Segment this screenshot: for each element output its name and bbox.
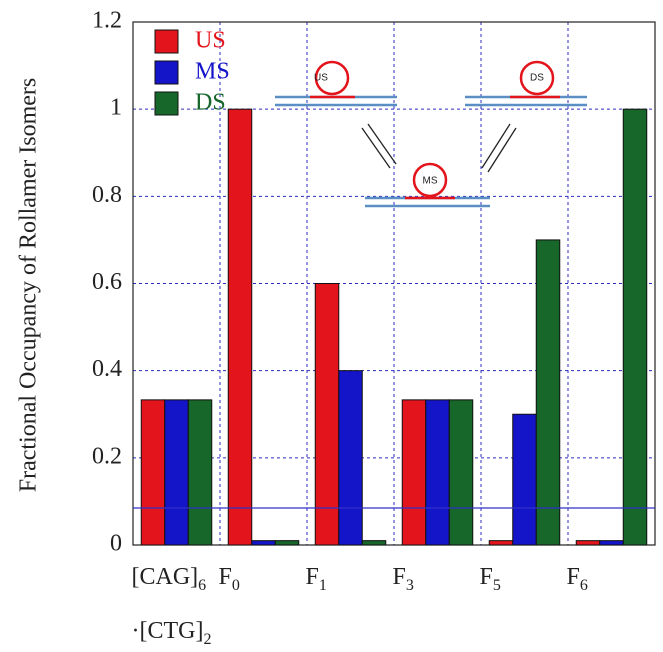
bar xyxy=(140,399,166,546)
bar xyxy=(187,399,213,546)
annotation: DS xyxy=(530,73,544,84)
legend-swatch xyxy=(154,29,179,54)
bar xyxy=(338,370,363,546)
plot-area: 0 0.2 0.4 0.6 0.8 1 1.2 [CAG]6 ·[CTG]2F0 F1 F3 F5 F6… xyxy=(92,8,656,648)
legend-swatch xyxy=(154,60,179,85)
bar xyxy=(314,283,340,546)
y-tick-label: 1 xyxy=(110,95,122,121)
y-tick-label: 0.4 xyxy=(92,356,122,382)
legend-swatch xyxy=(154,91,179,116)
bar xyxy=(361,540,387,546)
bar xyxy=(227,108,253,546)
schematic xyxy=(275,60,587,208)
bar xyxy=(425,399,450,546)
x-tick-label: F3 xyxy=(393,564,414,594)
legend-label: US xyxy=(195,28,226,54)
legend-label: MS xyxy=(195,59,230,85)
bar xyxy=(401,399,427,546)
bar xyxy=(488,540,514,546)
x-tick-label: F1 xyxy=(306,564,327,594)
x-tick-label: [CAG]6 ·[CTG]2 xyxy=(132,564,212,648)
bar xyxy=(274,540,300,546)
bar xyxy=(622,108,648,546)
bar xyxy=(164,399,189,546)
bar xyxy=(512,413,537,546)
y-axis-label: Fractional Occupancy of Rollamer Isomers xyxy=(16,78,42,493)
y-tick-label: 1.2 xyxy=(92,8,122,34)
x-tick-label: F5 xyxy=(480,564,501,594)
x-tick-label: F6 xyxy=(567,564,588,594)
y-tick-label: 0.6 xyxy=(92,269,122,295)
plot-frame xyxy=(132,21,656,546)
bar xyxy=(251,540,276,546)
bar xyxy=(448,399,474,546)
bar xyxy=(575,540,601,546)
legend-label: DS xyxy=(195,90,226,116)
bar xyxy=(535,239,561,546)
annotation: US xyxy=(314,73,328,84)
y-tick-label: 0 xyxy=(110,531,122,557)
bar xyxy=(599,540,624,546)
annotation: MS xyxy=(423,176,438,187)
y-tick-label: 0.8 xyxy=(92,182,122,208)
x-tick-label: F0 xyxy=(219,564,240,594)
y-tick-label: 0.2 xyxy=(92,443,122,469)
